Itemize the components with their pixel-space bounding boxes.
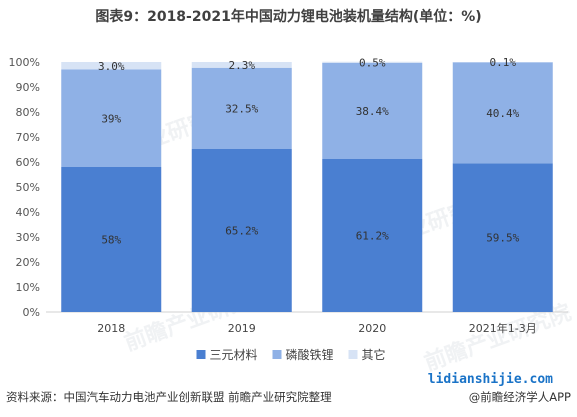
data-label: 59.5% bbox=[486, 232, 519, 245]
bar-segment bbox=[191, 149, 292, 312]
data-label: 0.5% bbox=[359, 56, 386, 69]
x-tick-label: 2021年1-3月 bbox=[469, 321, 537, 335]
y-tick-label: 50% bbox=[16, 181, 40, 194]
bar-segment bbox=[61, 62, 162, 70]
chart-title: 图表9：2018-2021年中国动力锂电池装机量结构(单位：%) bbox=[95, 9, 482, 25]
data-label: 2.3% bbox=[229, 59, 256, 72]
y-tick-label: 0% bbox=[23, 306, 40, 319]
data-label: 58% bbox=[101, 234, 121, 247]
data-label: 38.4% bbox=[356, 105, 389, 118]
y-tick-label: 40% bbox=[16, 206, 40, 219]
y-tick-label: 60% bbox=[16, 156, 40, 169]
y-tick-label: 20% bbox=[16, 256, 40, 269]
bar-segment bbox=[452, 62, 553, 164]
bar-segment bbox=[322, 61, 423, 63]
bar-segment bbox=[191, 67, 292, 149]
bar-segment bbox=[322, 159, 423, 312]
data-label: 40.4% bbox=[486, 107, 519, 120]
x-tick-label: 2020 bbox=[358, 322, 386, 335]
bar-segment bbox=[191, 62, 292, 68]
x-tick-label: 2019 bbox=[228, 322, 256, 335]
y-tick-label: 90% bbox=[16, 81, 40, 94]
data-label: 3.0% bbox=[98, 60, 125, 73]
app-credit: @前瞻经济学人APP bbox=[468, 390, 571, 404]
legend-swatch bbox=[348, 350, 358, 359]
bar-segment bbox=[452, 163, 553, 312]
bar-segment bbox=[61, 167, 162, 312]
legend-label: 其它 bbox=[362, 347, 386, 362]
legend-swatch bbox=[272, 350, 282, 359]
legend-label: 三元材料 bbox=[210, 348, 258, 362]
data-label: 0.1% bbox=[490, 56, 517, 69]
x-tick-label: 2018 bbox=[97, 322, 125, 335]
y-tick-label: 30% bbox=[16, 231, 40, 244]
data-label: 39% bbox=[101, 112, 121, 125]
legend-swatch bbox=[196, 350, 206, 359]
y-tick-label: 10% bbox=[16, 281, 40, 294]
source-note: 资料来源：中国汽车动力电池产业创新联盟 前瞻产业研究院整理 bbox=[6, 390, 332, 404]
y-tick-label: 80% bbox=[16, 106, 40, 119]
data-label: 32.5% bbox=[225, 102, 258, 115]
data-label: 65.2% bbox=[225, 225, 258, 238]
data-label: 61.2% bbox=[356, 230, 389, 243]
bar-segment bbox=[322, 63, 423, 159]
bar-segment bbox=[452, 62, 553, 63]
y-tick-label: 100% bbox=[9, 56, 40, 69]
legend-label: 磷酸铁锂 bbox=[286, 347, 334, 362]
bar-segment bbox=[61, 69, 162, 167]
y-tick-label: 70% bbox=[16, 131, 40, 144]
site-watermark: lidianshijie.com bbox=[427, 372, 553, 387]
